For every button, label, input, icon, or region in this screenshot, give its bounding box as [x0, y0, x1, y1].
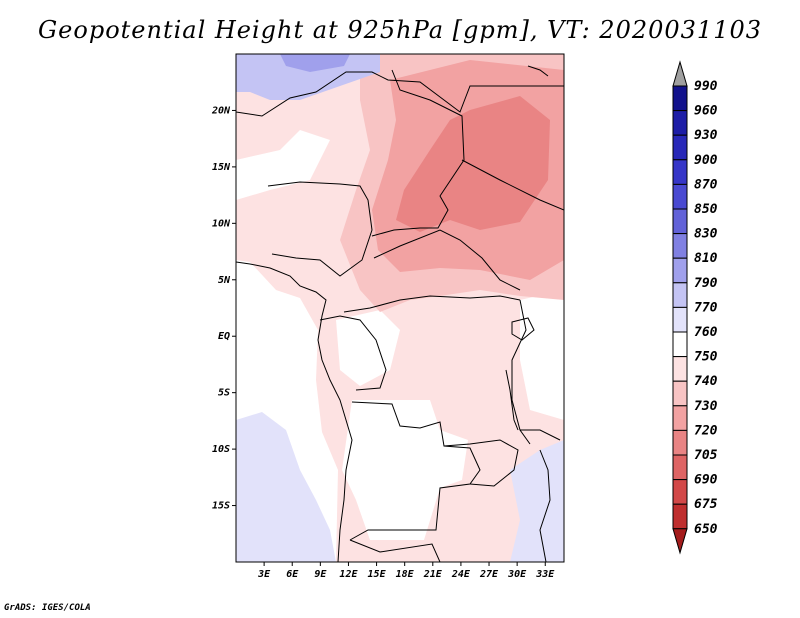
lon-label: 21E [423, 569, 443, 580]
colorbar-segment [672, 380, 688, 407]
lon-label: 33E [535, 569, 555, 580]
colorbar-label: 675 [694, 497, 718, 512]
colorbar-label: 650 [694, 522, 718, 537]
colorbar-segment [672, 282, 688, 308]
lat-label: 5N [218, 275, 231, 286]
colorbar-label: 740 [694, 374, 718, 389]
latitude-axis: 20N 15N 10N 5N EQ 5S 10S 15S [211, 105, 236, 512]
colorbar-segment [672, 183, 688, 210]
map-frame [235, 53, 565, 563]
colorbar-label: 720 [694, 423, 718, 438]
lake-victoria [511, 317, 535, 341]
border-car [373, 229, 521, 291]
colorbar-segment [672, 110, 688, 136]
colorbar-segment [672, 454, 688, 481]
border-niger-chad [371, 69, 465, 237]
grads-credit: GrADS: IGES/COLA [4, 603, 91, 613]
colorbar-segment [672, 503, 688, 530]
lon-label: 27E [479, 569, 499, 580]
lon-label: 24E [451, 569, 471, 580]
white-patch-congo [336, 310, 400, 386]
border-sahara [236, 71, 564, 117]
colorbar-label: 900 [694, 153, 718, 168]
white-patch-south [342, 400, 468, 540]
colorbar-label: 690 [694, 473, 718, 488]
colorbar-label: 960 [694, 104, 718, 119]
border-zambia [443, 439, 519, 487]
border-drc-east [511, 299, 531, 445]
white-patch-east [520, 290, 564, 420]
chart-title: Geopotential Height at 925hPa [gpm], VT:… [38, 16, 762, 44]
lat-label: EQ [218, 331, 230, 342]
white-patch-west [236, 130, 330, 200]
colorbar-segment [672, 208, 688, 235]
colorbar-segment [672, 159, 688, 185]
country-borders [236, 65, 564, 562]
lake-tanganyika [505, 369, 519, 431]
colorbar-label: 705 [694, 448, 718, 463]
colorbar-segment [672, 233, 688, 259]
border-congo [319, 315, 387, 391]
colorbar-label: 810 [694, 251, 718, 266]
colorbar-label: 760 [694, 325, 718, 340]
longitude-axis: 3E 6E 9E 12E 15E 18E 21E 24E 27E 30E 33E [257, 562, 555, 580]
border-sudan [461, 159, 564, 211]
lon-label: 30E [507, 569, 527, 580]
colorbar-label: 750 [694, 350, 718, 365]
colorbar-label: 730 [694, 399, 718, 414]
colorbar-segment [672, 356, 688, 382]
border-angola [349, 401, 481, 541]
lat-label: 20N [211, 105, 231, 116]
lat-label: 10N [212, 218, 231, 229]
colorbar-under-triangle [672, 528, 688, 555]
region-770-southeast [510, 440, 564, 562]
colorbar-over-triangle [672, 60, 688, 87]
colorbar-segment [672, 331, 688, 358]
colorbar-label: 990 [694, 79, 718, 94]
colorbar: 990 960 930 900 870 850 830 810 790 770 760 750 740 7… [672, 60, 718, 555]
colorbar-label: 870 [694, 177, 718, 192]
coastline-west-africa [236, 261, 353, 562]
colorbar-segment [672, 429, 688, 456]
map-fill-layer [236, 54, 564, 562]
lat-label: 15S [212, 501, 230, 512]
lat-label: 15N [212, 162, 231, 173]
colorbar-label: 930 [694, 128, 718, 143]
border-drc-north [343, 295, 521, 313]
border-mozambique [539, 449, 551, 562]
colorbar-segment [672, 405, 688, 431]
lat-label: 5S [218, 388, 230, 399]
colorbar-segment [672, 134, 688, 161]
lon-label: 18E [396, 569, 415, 580]
colorbar-segment [672, 306, 688, 333]
lon-label: 6E [286, 569, 299, 580]
region-810-sahara [280, 54, 350, 72]
border-south-zone [349, 539, 441, 562]
lon-label: 9E [314, 569, 327, 580]
region-720-core [396, 96, 550, 232]
colorbar-segment [672, 257, 688, 284]
colorbar-segment [672, 479, 688, 505]
border-tanzania [520, 429, 561, 441]
colorbar-label: 770 [694, 300, 718, 315]
colorbar-label: 850 [694, 202, 718, 217]
lon-label: 12E [339, 569, 358, 580]
colorbar-segment [672, 85, 688, 112]
region-770-southwest [236, 412, 336, 562]
border-nigeria [267, 181, 373, 277]
colorbar-label: 830 [694, 227, 718, 242]
lon-label: 3E [257, 569, 271, 580]
lon-label: 15E [368, 569, 387, 580]
red-sea-coast [527, 65, 549, 77]
lat-label: 10S [212, 444, 230, 455]
colorbar-label: 790 [694, 276, 718, 291]
